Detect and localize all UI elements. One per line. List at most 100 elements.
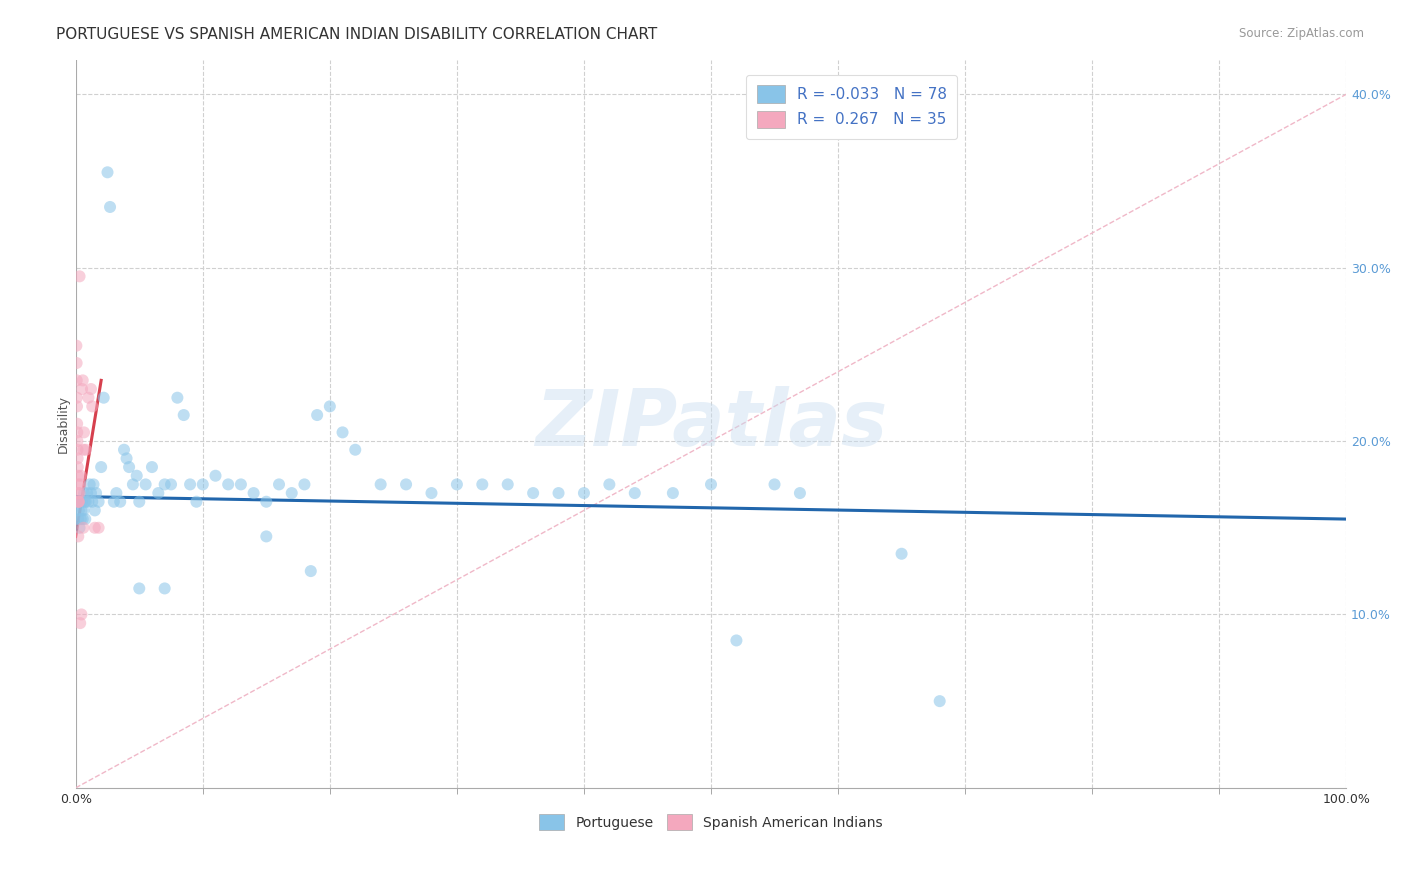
Point bbox=[135, 477, 157, 491]
Point bbox=[72, 503, 94, 517]
Point bbox=[80, 486, 103, 500]
Point bbox=[112, 442, 135, 457]
Point bbox=[160, 477, 183, 491]
Point bbox=[70, 607, 93, 622]
Point bbox=[547, 486, 569, 500]
Text: Source: ZipAtlas.com: Source: ZipAtlas.com bbox=[1239, 27, 1364, 40]
Point bbox=[128, 582, 150, 596]
Point bbox=[65, 339, 87, 353]
Point bbox=[204, 468, 226, 483]
Point bbox=[70, 494, 93, 508]
Point bbox=[173, 408, 195, 422]
Point bbox=[77, 391, 100, 405]
Point bbox=[66, 477, 89, 491]
Point bbox=[67, 494, 90, 508]
Point bbox=[82, 494, 104, 508]
Point bbox=[66, 373, 89, 387]
Point bbox=[267, 477, 290, 491]
Point bbox=[65, 356, 87, 370]
Point bbox=[229, 477, 252, 491]
Point bbox=[66, 425, 89, 440]
Point bbox=[69, 269, 91, 284]
Point bbox=[83, 477, 105, 491]
Point bbox=[254, 529, 277, 543]
Point bbox=[96, 165, 118, 179]
Point bbox=[67, 512, 90, 526]
Point bbox=[67, 486, 90, 500]
Point bbox=[80, 382, 103, 396]
Point bbox=[370, 477, 392, 491]
Point bbox=[87, 521, 110, 535]
Point bbox=[294, 477, 316, 491]
Point bbox=[83, 521, 105, 535]
Point bbox=[572, 486, 595, 500]
Point bbox=[67, 494, 90, 508]
Point bbox=[72, 521, 94, 535]
Y-axis label: Disability: Disability bbox=[58, 395, 70, 453]
Point bbox=[166, 391, 188, 405]
Point bbox=[87, 494, 110, 508]
Point bbox=[319, 400, 342, 414]
Point bbox=[66, 468, 89, 483]
Point bbox=[98, 200, 121, 214]
Point bbox=[108, 494, 131, 508]
Point bbox=[69, 468, 91, 483]
Point bbox=[186, 494, 208, 508]
Point bbox=[76, 486, 98, 500]
Point bbox=[72, 442, 94, 457]
Point bbox=[254, 494, 277, 508]
Point bbox=[73, 425, 96, 440]
Point bbox=[153, 477, 176, 491]
Point bbox=[66, 417, 89, 431]
Point bbox=[82, 400, 104, 414]
Point bbox=[66, 442, 89, 457]
Point bbox=[84, 486, 107, 500]
Point bbox=[662, 486, 685, 500]
Point bbox=[90, 460, 112, 475]
Point bbox=[700, 477, 723, 491]
Point bbox=[789, 486, 811, 500]
Point bbox=[77, 494, 100, 508]
Point bbox=[75, 512, 97, 526]
Point bbox=[70, 503, 93, 517]
Point bbox=[93, 391, 115, 405]
Point bbox=[280, 486, 302, 500]
Point bbox=[70, 382, 93, 396]
Point bbox=[179, 477, 201, 491]
Point bbox=[115, 451, 138, 466]
Point bbox=[69, 477, 91, 491]
Point bbox=[122, 477, 145, 491]
Point bbox=[66, 494, 89, 508]
Point bbox=[69, 486, 91, 500]
Point bbox=[66, 400, 89, 414]
Point bbox=[242, 486, 264, 500]
Point bbox=[69, 616, 91, 631]
Point bbox=[153, 582, 176, 596]
Point bbox=[141, 460, 163, 475]
Point bbox=[66, 391, 89, 405]
Point bbox=[344, 442, 367, 457]
Point bbox=[66, 434, 89, 448]
Point bbox=[217, 477, 239, 491]
Point bbox=[598, 477, 620, 491]
Point bbox=[69, 512, 91, 526]
Point bbox=[395, 477, 418, 491]
Point bbox=[67, 529, 90, 543]
Point bbox=[72, 512, 94, 526]
Point bbox=[471, 477, 494, 491]
Point bbox=[69, 494, 91, 508]
Point bbox=[125, 468, 148, 483]
Point bbox=[332, 425, 354, 440]
Point bbox=[69, 521, 91, 535]
Text: ZIPatlas: ZIPatlas bbox=[534, 385, 887, 462]
Point bbox=[73, 486, 96, 500]
Legend: Portuguese, Spanish American Indians: Portuguese, Spanish American Indians bbox=[533, 808, 889, 836]
Point bbox=[118, 460, 141, 475]
Point bbox=[299, 564, 322, 578]
Point bbox=[67, 494, 90, 508]
Point bbox=[75, 442, 97, 457]
Point bbox=[67, 503, 90, 517]
Point bbox=[307, 408, 329, 422]
Point bbox=[725, 633, 748, 648]
Point bbox=[66, 451, 89, 466]
